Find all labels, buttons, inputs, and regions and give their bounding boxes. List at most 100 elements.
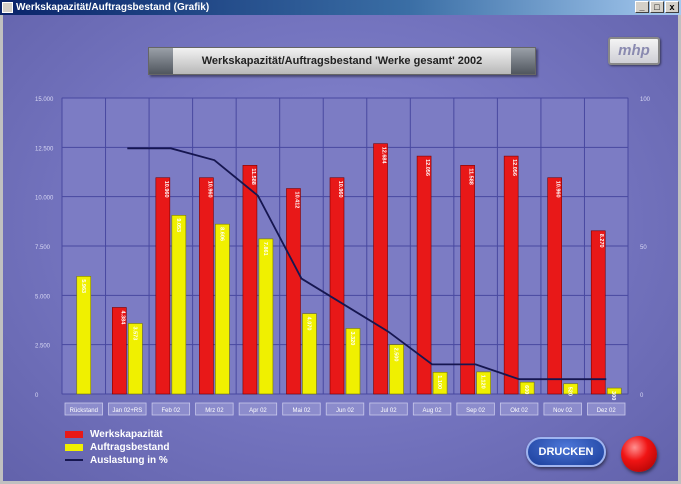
legend-swatch-red [65,430,83,438]
data-label-werkskapazitaet: 10.960 [555,181,561,198]
bar-auftragsbestand [563,383,578,395]
category-label-box [499,402,539,416]
bar-auftragsbestand [606,387,622,395]
category-label-box [543,402,582,416]
y-tick-label: 10.000 [35,196,54,202]
bar-werkskapazitaet [373,143,388,395]
data-label-auftragsbestand: 600 [523,385,529,394]
bar-werkskapazitaet [503,155,519,395]
category-label: Aug 02 [423,408,443,414]
bar-auftragsbestand [345,328,361,395]
chart-title: Werkskapazität/Auftragsbestand 'Werke ge… [148,47,536,75]
category-label: Feb 02 [162,408,181,414]
data-label-werkskapazitaet: 10.960 [206,181,212,198]
y-tick-label: 12.500 [35,146,54,152]
data-label-werkskapazitaet: 4.384 [119,310,125,325]
data-label-werkskapazitaet: 11.588 [250,168,256,185]
bar-werkskapazitaet [155,177,171,395]
category-label: Dez 02 [597,408,617,414]
app-icon [2,2,13,13]
legend-item-auslastung: Auslastung in % [65,454,169,466]
data-label-werkskapazitaet: 10.960 [163,181,169,198]
bar-werkskapazitaet [590,230,606,395]
bar-auftragsbestand [258,238,274,395]
data-label-auftragsbestand: 2.500 [393,348,399,362]
y2-tick-label: 0 [640,393,644,399]
maximize-button[interactable]: □ [650,1,664,13]
category-label-box [412,402,452,416]
data-label-auftragsbestand: 9.053 [175,218,181,232]
data-label-auftragsbestand: 3.573 [131,326,137,340]
category-label: Jan 02+RS [112,408,142,414]
y2-tick-label: 100 [640,97,651,103]
exit-button[interactable] [621,436,657,472]
category-label: Mai 02 [292,408,311,414]
window-titlebar: Werkskapazität/Auftragsbestand (Grafik) … [0,0,681,15]
bar-werkskapazitaet [286,188,301,395]
category-label: Nov 02 [553,408,573,414]
y-tick-label: 5.000 [35,294,51,300]
data-label-werkskapazitaet: 10.960 [337,181,343,198]
data-label-werkskapazitaet: 12.056 [511,159,517,176]
data-label-werkskapazitaet: 11.588 [468,168,474,185]
minimize-button[interactable]: _ [635,1,649,13]
bar-werkskapazitaet [547,177,562,395]
print-button[interactable]: DRUCKEN [526,437,606,467]
category-label-box [151,402,191,416]
legend-label: Auftragsbestand [90,441,170,453]
window-title: Werkskapazität/Auftragsbestand (Grafik) [16,2,210,13]
bar-werkskapazitaet [329,177,345,395]
data-label-werkskapazitaet: 12.056 [424,159,430,176]
bar-auftragsbestand [476,371,491,395]
category-label-box [587,402,626,416]
category-label: Mrz 02 [205,408,224,414]
data-label-werkskapazitaet: 8.270 [598,234,604,248]
bar-auftragsbestand [128,323,143,395]
line-auslastung [127,147,607,381]
bar-werkskapazitaet [112,307,127,395]
data-label-werkskapazitaet: 10.412 [293,192,299,209]
category-label-box [238,402,278,416]
bar-auftragsbestand [76,276,92,395]
category-label: Jun 02 [336,408,355,414]
data-label-auftragsbestand: 7.861 [262,242,268,256]
data-label-auftragsbestand: 520 [567,387,573,396]
category-label-box [369,402,408,416]
legend-swatch-yellow [65,443,83,451]
data-label-auftragsbestand: 300 [610,391,616,400]
bar-auftragsbestand [171,215,187,395]
y-tick-label: 2.500 [35,344,51,350]
legend-item-werkskapazitaet: Werkskapazität [65,428,169,440]
data-label-auftragsbestand: 4.070 [305,317,311,331]
data-label-auftragsbestand: 1.120 [480,375,486,389]
bar-werkskapazitaet [242,165,258,395]
close-button[interactable]: x [665,1,679,13]
y-tick-label: 15.000 [35,97,54,103]
category-label: Okt 02 [510,408,528,414]
data-label-auftragsbestand: 8.606 [218,227,224,241]
y-tick-label: 7.500 [35,245,51,251]
category-label: Apr 02 [249,408,267,414]
category-label-box [456,402,495,416]
bar-auftragsbestand [519,381,535,395]
category-label-box [64,402,103,416]
mhp-logo: mhp [608,37,660,65]
data-label-werkskapazitaet: 12.684 [381,147,387,165]
category-label-box [108,402,147,416]
data-label-auftragsbestand: 1.100 [436,375,442,389]
category-label-box [282,402,321,416]
bar-auftragsbestand [432,371,448,395]
bar-werkskapazitaet [416,155,432,395]
category-label: Jul 02 [381,408,398,414]
category-label-box [325,402,365,416]
bar-auftragsbestand [302,313,317,395]
legend-label: Werkskapazität [90,428,163,440]
bar-werkskapazitaet [199,177,214,395]
data-label-auftragsbestand: 3.320 [349,331,355,345]
legend-label: Auslastung in % [90,454,168,466]
legend-line [65,459,83,461]
category-label: Sep 02 [466,408,486,414]
y-tick-label: 0 [35,393,39,399]
bar-auftragsbestand [215,223,230,395]
